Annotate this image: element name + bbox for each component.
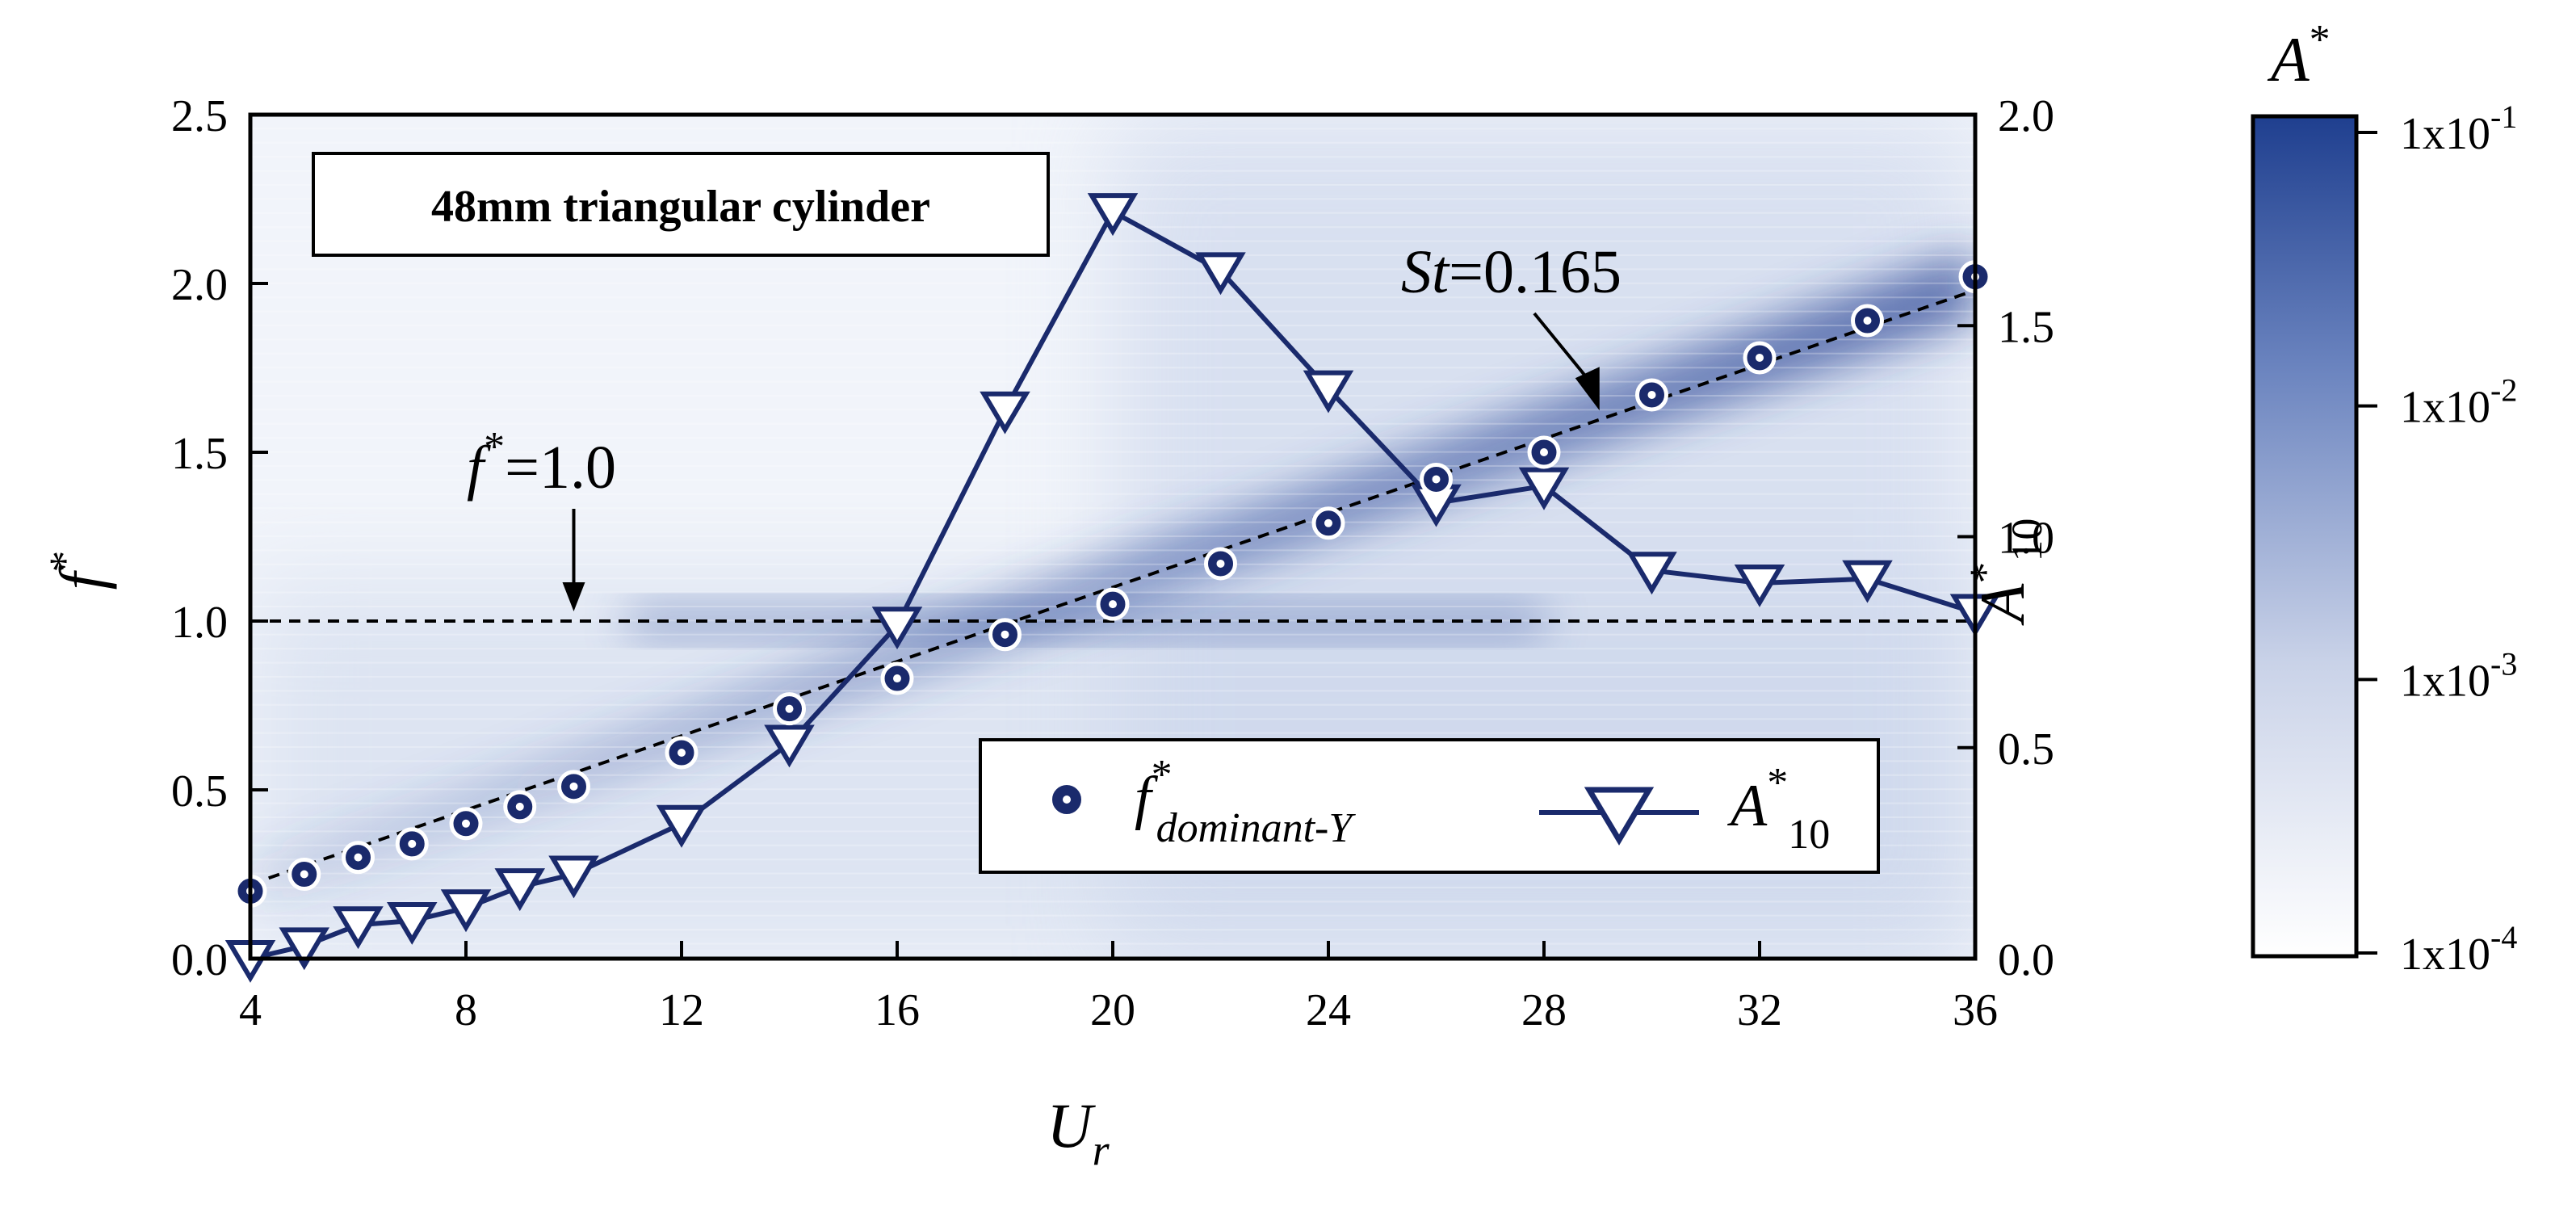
f-dominant-point-center: [462, 819, 470, 828]
f-dominant-point-center: [1863, 316, 1872, 325]
colorbar-tick-label: 1x10-2: [2400, 372, 2517, 433]
y-tick-label: 2.5: [171, 91, 228, 141]
legend-box: [979, 738, 1880, 874]
f-dominant-point-center: [1756, 353, 1764, 362]
title-box: [312, 152, 1050, 257]
x-tick-label: 28: [1521, 985, 1567, 1035]
y2-tick-label: 0.5: [1998, 724, 2054, 775]
a10-point: [1195, 252, 1246, 296]
a10-point: [279, 927, 330, 971]
y-axis-title: f*: [40, 551, 117, 590]
a10-point: [871, 607, 923, 650]
strouhal-annotation: St=0.165: [1401, 238, 1622, 306]
a10-point: [1087, 193, 1139, 237]
f-dominant-point-center: [1324, 518, 1332, 527]
colorbar-tick-label: 1x10-3: [2400, 645, 2517, 706]
f-dominant-point-center: [1540, 448, 1548, 456]
colorbar-tick-label: 1x10-4: [2400, 919, 2517, 980]
f-dominant-point-center: [1216, 559, 1225, 568]
x-tick-label: 32: [1737, 985, 1782, 1035]
a10-point: [1734, 564, 1785, 607]
x-tick-label: 24: [1306, 985, 1351, 1035]
legend-a10-marker: [1584, 787, 1655, 846]
a10-point: [764, 724, 815, 768]
a10-point: [656, 804, 707, 848]
a10-point: [1303, 370, 1354, 413]
a10-point: [440, 889, 492, 933]
f-dominant-point-center: [1647, 390, 1656, 399]
f-dominant-point-center: [300, 870, 308, 879]
y-tick-label: 2.0: [171, 260, 228, 310]
y2-tick-label: 1.5: [1998, 302, 2054, 352]
legend-label-a10: A*10: [1726, 760, 1830, 858]
a10-point: [386, 901, 438, 945]
f-dominant-point-center: [408, 839, 417, 848]
series-f-dominant: [233, 260, 1992, 908]
colorbar-ticks: 1x10-1 1x10-2 1x10-3 1x10-4: [2356, 99, 2517, 980]
y-tick-label: 0.0: [171, 935, 228, 985]
x-tick-label: 36: [1953, 985, 1998, 1035]
a10-point: [333, 906, 384, 950]
a10-point: [1518, 467, 1570, 510]
x-tick-label: 8: [455, 985, 477, 1035]
a10-point: [980, 391, 1030, 434]
y2-tick-label: 1.0: [1998, 514, 2054, 564]
reference-lines: [250, 288, 1976, 886]
reference-line-strouhal: [250, 288, 1976, 886]
a10-point: [1842, 560, 1893, 603]
chart-title: 48mm triangular cylinder: [431, 182, 930, 232]
colorbar: [2251, 114, 2359, 959]
arrow-st-head: [1575, 367, 1600, 411]
arrow-f1-head: [562, 582, 585, 611]
a10-point: [548, 855, 599, 899]
f-dominant-point-center: [893, 674, 901, 683]
y-tick-label: 1.0: [171, 598, 228, 648]
x-tick-label: 12: [659, 985, 704, 1035]
f-dominant-point-center: [1001, 630, 1009, 639]
y2-axis-title: A*10: [1961, 518, 2051, 627]
y2-tick-label: 2.0: [1998, 91, 2054, 141]
colorbar-title: A*: [2267, 17, 2331, 94]
f-dominant-point-center: [1432, 475, 1441, 484]
x-tick-label: 20: [1090, 985, 1135, 1035]
x-axis: 4 8 12 16 20 24 28 32 36: [239, 941, 1998, 1035]
f-dominant-point-center: [354, 853, 363, 862]
a10-point: [494, 868, 546, 912]
y-tick-label: 0.5: [171, 766, 228, 816]
y2-tick-label: 0.0: [1998, 935, 2054, 985]
annotation-arrows: [562, 312, 1600, 611]
y-tick-label: 1.5: [171, 429, 228, 479]
f-dominant-point-center: [515, 802, 524, 811]
arrow-st-shaft: [1533, 312, 1592, 383]
f-dominant-point-center: [569, 782, 578, 791]
f-star-annotation: f*=1.0: [467, 424, 616, 502]
a10-point: [1626, 552, 1677, 595]
f-dominant-point-center: [1109, 600, 1117, 609]
legend-dot-center: [1063, 796, 1071, 804]
f-dominant-point-center: [678, 749, 686, 758]
f-dominant-point-center: [785, 704, 794, 713]
x-tick-label: 16: [875, 985, 920, 1035]
x-tick-label: 4: [239, 985, 262, 1035]
colorbar-tick-label: 1x10-1: [2400, 99, 2517, 159]
y-axis-left: 0.0 0.5 1.0 1.5 2.0 2.5: [171, 91, 268, 985]
x-axis-title: Ur: [1047, 1090, 1110, 1174]
y-axis-right: 0.0 0.5 1.0 1.5 2.0: [1957, 91, 2054, 985]
